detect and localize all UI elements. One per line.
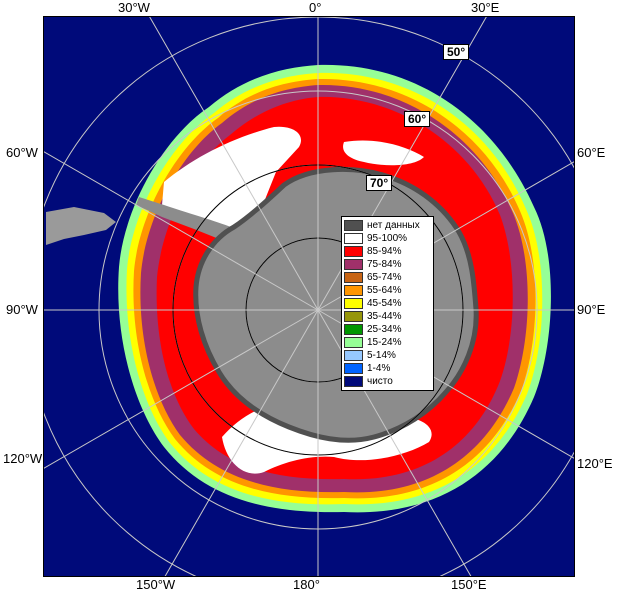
legend-item: нет данных (344, 219, 431, 232)
legend-item: 55-64% (344, 284, 431, 297)
ice-95-100-weddell (162, 126, 302, 237)
legend-label: 45-54% (367, 298, 402, 309)
legend-swatch (344, 246, 363, 257)
lon-label-30e: 30°E (471, 0, 500, 15)
legend-label: 55-64% (367, 285, 402, 296)
lat-label-50: 50° (443, 44, 470, 60)
legend-item: 65-74% (344, 271, 431, 284)
lon-label-180: 180° (293, 577, 320, 592)
legend-item: 75-84% (344, 258, 431, 271)
lon-label-0: 0° (309, 0, 322, 15)
lon-label-30w: 30°W (118, 0, 150, 15)
legend-swatch (344, 285, 363, 296)
legend-swatch (344, 272, 363, 283)
legend-item: 25-34% (344, 323, 431, 336)
legend-label: нет данных (367, 220, 420, 231)
legend-label: 65-74% (367, 272, 402, 283)
legend-label: 25-34% (367, 324, 402, 335)
legend-label: 85-94% (367, 246, 402, 257)
lon-label-120w: 120°W (3, 451, 43, 466)
legend-swatch (344, 259, 363, 270)
lon-label-60e: 60°E (577, 145, 606, 160)
legend: нет данных 95-100% 85-94% 75-84% 65-74% 55-64… (341, 216, 434, 391)
legend-item: 5-14% (344, 349, 431, 362)
legend-swatch (344, 376, 363, 387)
legend-item: 35-44% (344, 310, 431, 323)
legend-label: 75-84% (367, 259, 402, 270)
legend-item: чисто (344, 375, 431, 388)
legend-label: чисто (367, 376, 393, 387)
lon-label-150w: 150°W (136, 577, 176, 592)
polar-projection-map (44, 17, 574, 576)
lon-label-60w: 60°W (6, 145, 38, 160)
lon-label-150e: 150°E (451, 577, 487, 592)
antarctica-coast-nodata (193, 167, 479, 443)
legend-item: 1-4% (344, 362, 431, 375)
legend-swatch (344, 220, 363, 231)
ice-95-100-east (343, 140, 424, 166)
legend-swatch (344, 311, 363, 322)
sea-ice-map (43, 16, 575, 577)
legend-swatch (344, 337, 363, 348)
legend-swatch (344, 324, 363, 335)
legend-swatch (344, 298, 363, 309)
legend-item: 45-54% (344, 297, 431, 310)
lon-label-120e: 120°E (577, 456, 613, 471)
lon-label-90w: 90°W (6, 302, 38, 317)
south-america-land (46, 207, 116, 245)
legend-item: 95-100% (344, 232, 431, 245)
lat-label-70: 70° (366, 175, 393, 191)
legend-swatch (344, 350, 363, 361)
lon-label-90e: 90°E (577, 302, 606, 317)
legend-label: 15-24% (367, 337, 402, 348)
legend-label: 35-44% (367, 311, 402, 322)
antarctic-peninsula (136, 197, 236, 239)
legend-swatch (344, 233, 363, 244)
lat-label-60: 60° (404, 111, 431, 127)
legend-item: 85-94% (344, 245, 431, 258)
legend-label: 95-100% (367, 233, 408, 244)
meridians (44, 17, 574, 576)
legend-swatch (344, 363, 363, 374)
legend-label: 1-4% (367, 363, 391, 374)
legend-item: 15-24% (344, 336, 431, 349)
legend-label: 5-14% (367, 350, 396, 361)
